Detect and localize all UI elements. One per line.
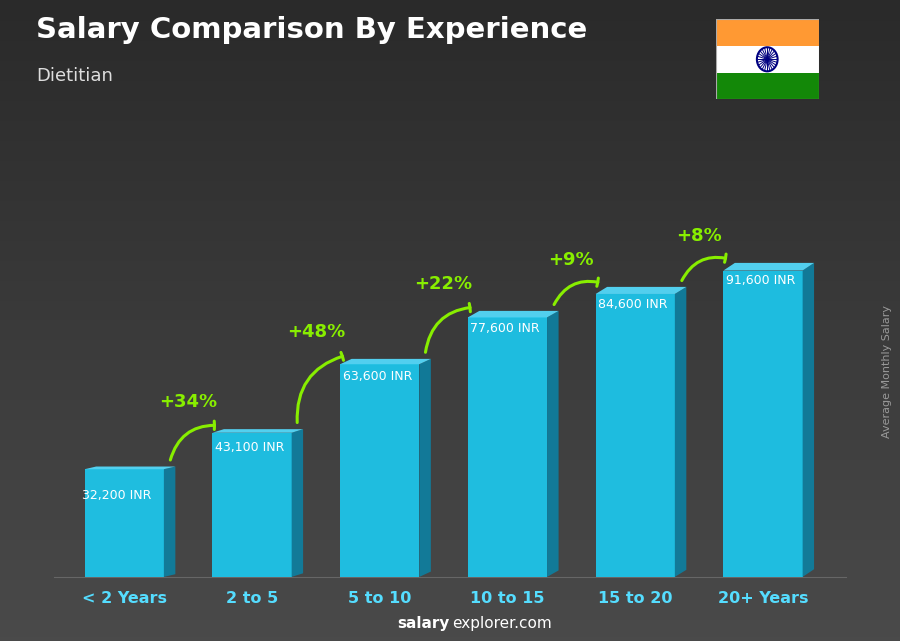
Polygon shape (716, 72, 819, 99)
Polygon shape (803, 263, 815, 577)
Text: 43,100 INR: 43,100 INR (215, 441, 284, 454)
Polygon shape (85, 469, 164, 577)
Text: +34%: +34% (159, 393, 217, 412)
Text: +9%: +9% (548, 251, 594, 269)
Text: 91,600 INR: 91,600 INR (726, 274, 796, 287)
Polygon shape (292, 429, 303, 577)
Polygon shape (596, 287, 687, 294)
Text: 63,600 INR: 63,600 INR (343, 370, 412, 383)
Polygon shape (212, 433, 292, 577)
Polygon shape (716, 46, 819, 72)
Polygon shape (468, 311, 559, 317)
Polygon shape (724, 263, 814, 271)
Polygon shape (419, 359, 431, 577)
Text: Salary Comparison By Experience: Salary Comparison By Experience (36, 16, 587, 44)
Polygon shape (85, 467, 176, 469)
Polygon shape (547, 311, 559, 577)
Polygon shape (468, 317, 547, 577)
Polygon shape (596, 294, 675, 577)
Text: +8%: +8% (676, 227, 722, 245)
Text: 77,600 INR: 77,600 INR (471, 322, 540, 335)
Text: 84,600 INR: 84,600 INR (598, 299, 668, 312)
Polygon shape (724, 271, 803, 577)
Text: +22%: +22% (415, 275, 473, 293)
Text: salary: salary (398, 615, 450, 631)
Polygon shape (164, 467, 176, 577)
Polygon shape (340, 364, 419, 577)
Polygon shape (340, 359, 431, 364)
Text: Average Monthly Salary: Average Monthly Salary (881, 305, 892, 438)
Text: explorer.com: explorer.com (452, 615, 552, 631)
Polygon shape (675, 287, 687, 577)
Text: Dietitian: Dietitian (36, 67, 112, 85)
Text: 32,200 INR: 32,200 INR (82, 488, 151, 502)
Polygon shape (716, 19, 819, 46)
Text: +48%: +48% (287, 323, 345, 341)
Polygon shape (212, 429, 303, 433)
